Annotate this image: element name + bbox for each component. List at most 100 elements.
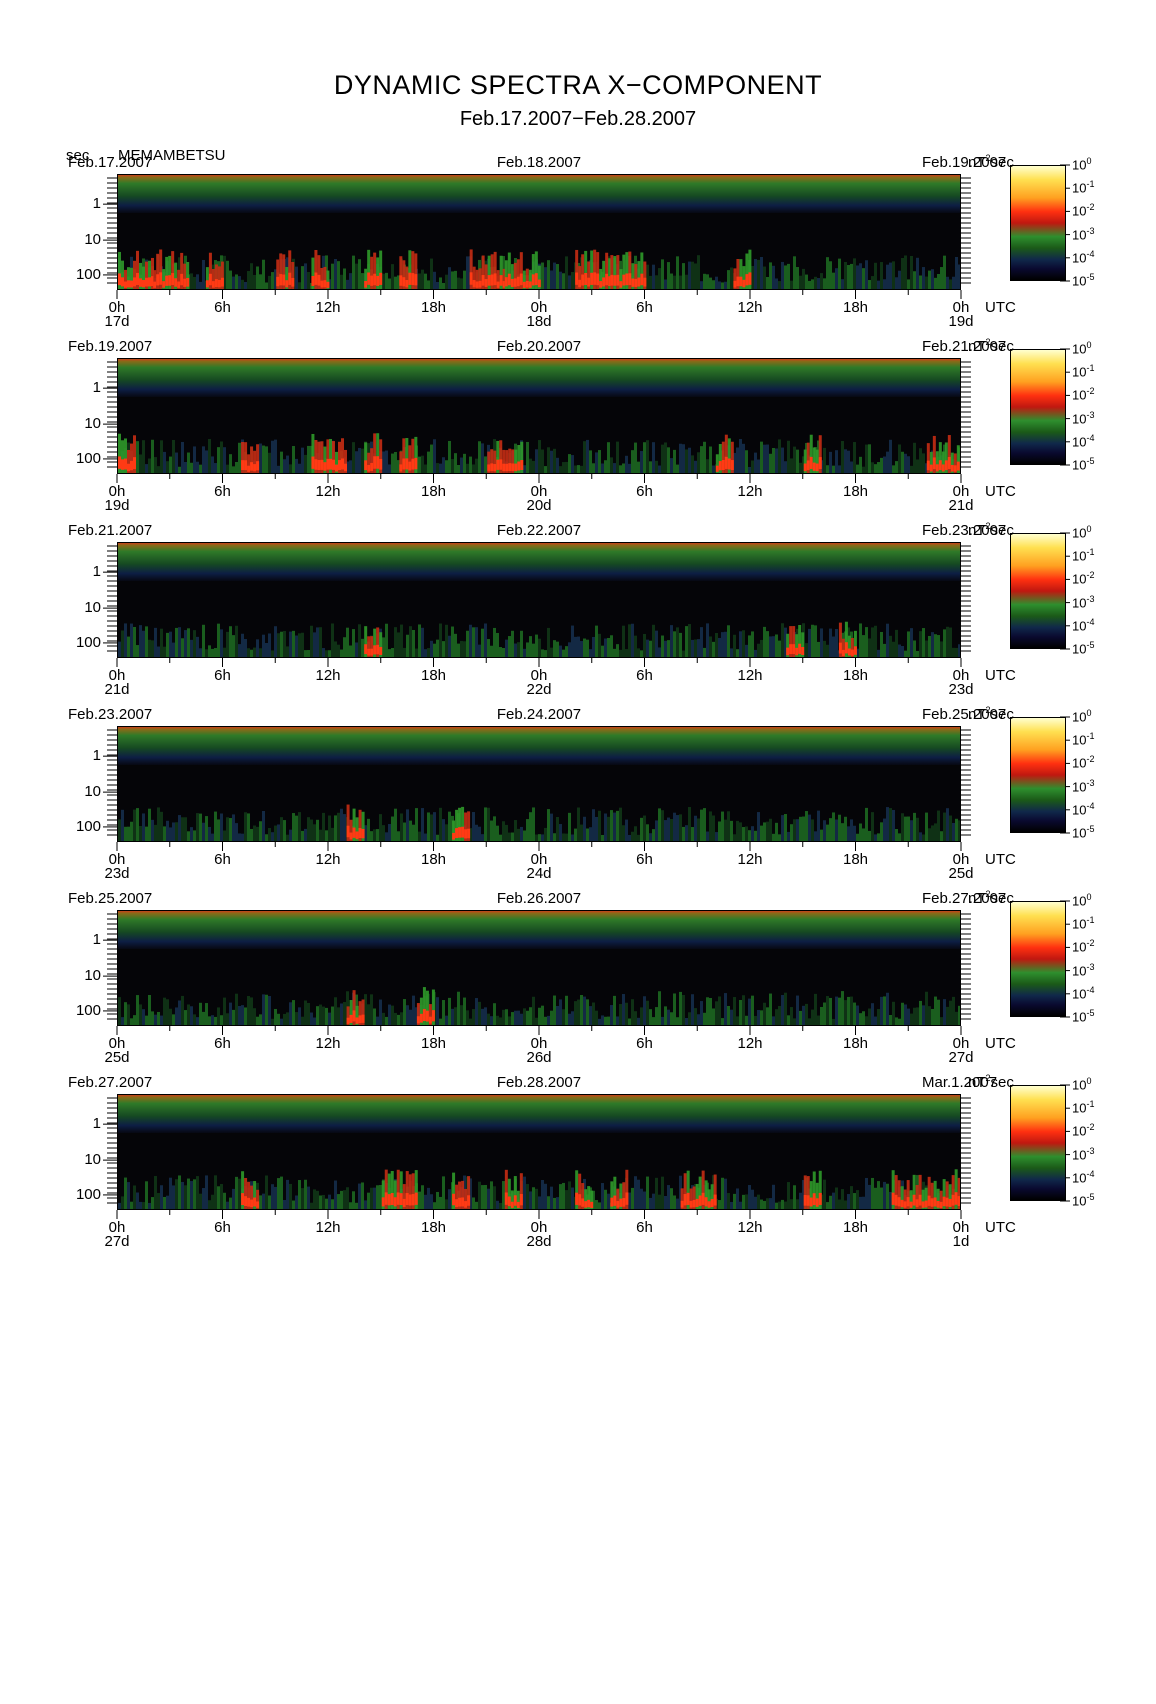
activity-column [832,272,835,289]
activity-burst-core [384,1192,388,1205]
activity-burst [534,251,538,289]
activity-burst [640,252,644,289]
activity-column [787,440,790,473]
activity-burst [748,249,752,289]
activity-burst [605,252,609,289]
activity-burst-core [455,1199,459,1208]
activity-column [310,819,313,841]
activity-burst-core [798,643,802,654]
activity-column [691,261,694,289]
activity-column [133,1015,136,1025]
activity-column [436,834,439,841]
x-tick-label: 18h [420,667,447,684]
activity-column [874,625,877,657]
activity-column [211,1015,214,1025]
activity-column [655,1177,658,1209]
activity-burst [619,1183,623,1209]
activity-column [532,807,535,841]
activity-column [451,1008,454,1025]
activity-burst [256,1189,260,1209]
activity-burst-core [344,463,347,472]
activity-column [679,632,682,657]
activity-column [604,638,607,657]
activity-burst-core [370,648,374,656]
activity-burst-core [622,274,626,286]
activity-column [922,628,925,657]
activity-column [898,270,901,289]
activity-column [445,1015,448,1025]
x-tick-label: 6h [214,1219,231,1236]
activity-burst [455,809,459,841]
activity-column [388,464,391,473]
activity-column [337,261,340,289]
activity-burst-core [516,276,520,287]
activity-column [376,1016,379,1025]
activity-column [736,447,739,473]
activity-column [232,466,235,473]
activity-column [805,811,808,841]
y-tick-label: 1 [92,747,101,765]
activity-column [265,446,268,473]
activity-burst [809,434,813,473]
activity-column [823,1179,826,1209]
activity-column [943,255,946,289]
activity-column [208,439,211,473]
colorbar-tick-label: 10-5 [1072,1192,1095,1209]
activity-column [502,647,505,657]
activity-column [622,825,625,841]
activity-column [895,1017,898,1025]
activity-column [724,819,727,841]
activity-column [793,1018,796,1025]
activity-burst-core [291,277,295,287]
activity-column [763,822,766,841]
activity-column [427,812,430,841]
colorbar-tick-label: 100 [1072,156,1092,173]
activity-burst [631,263,635,289]
activity-column [136,441,139,473]
activity-burst [680,1188,684,1209]
activity-column [448,440,451,473]
colorbar-tick-label: 100 [1072,524,1092,541]
activity-burst-core [936,1200,940,1208]
activity-column [697,452,700,473]
activity-column [154,824,157,841]
activity-column [202,822,205,841]
activity-column [556,264,559,289]
activity-burst [133,260,136,289]
activity-column [286,1012,289,1025]
activity-burst-core [276,276,280,287]
activity-burst [276,259,280,289]
date-right: Feb.27.2007 [922,890,1007,907]
activity-column [574,636,577,657]
activity-burst [933,1180,937,1209]
activity-burst-core [724,456,728,469]
activity-column [445,624,448,657]
activity-column [688,807,691,841]
activity-column [373,829,376,841]
activity-column [601,1183,604,1209]
activity-column [460,1005,463,1025]
activity-column [460,640,463,657]
activity-column [283,1199,286,1209]
activity-column [619,649,622,657]
activity-burst [801,632,805,657]
activity-column [313,1017,316,1025]
activity-column [673,449,676,473]
activity-column [736,1016,739,1025]
activity-burst [373,252,377,289]
activity-burst [171,251,175,289]
activity-column [892,641,895,657]
activity-column [121,1017,124,1025]
activity-burst [314,439,318,473]
activity-column [859,1196,862,1209]
activity-burst-core [496,459,500,470]
activity-column [610,457,613,473]
activity-column [136,808,139,841]
activity-column [559,645,562,657]
activity-column [739,631,742,657]
activity-burst [613,1176,617,1209]
activity-column [592,1190,595,1209]
activity-column [778,1005,781,1025]
activity-column [385,272,388,289]
activity-burst [795,634,799,657]
